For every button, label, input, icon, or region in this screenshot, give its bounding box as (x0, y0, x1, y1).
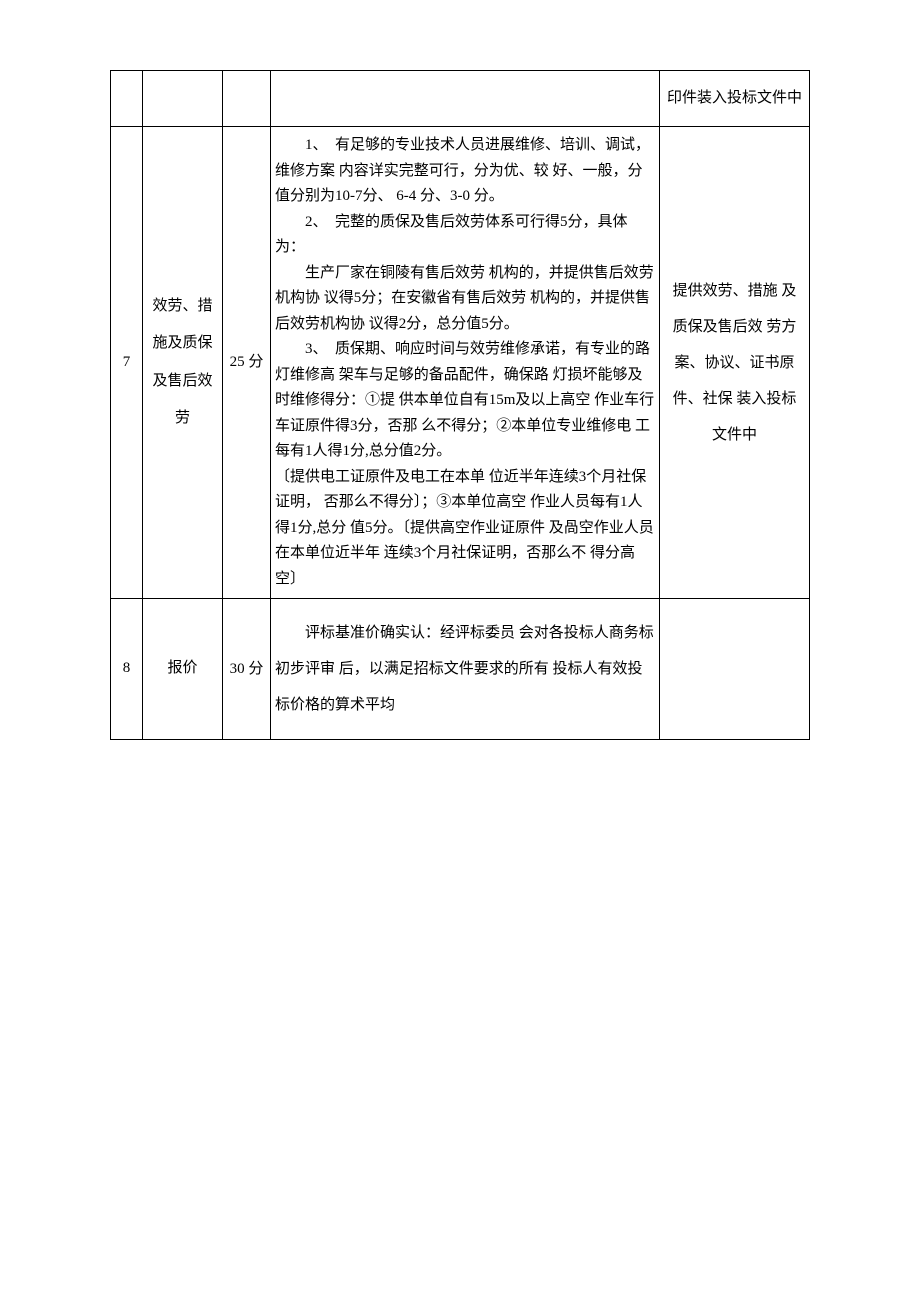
cell-name: 报价 (143, 599, 223, 740)
cell-note: 印件装入投标文件中 (660, 71, 810, 127)
cell-desc (271, 71, 660, 127)
cell-name (143, 71, 223, 127)
cell-idx: 8 (111, 599, 143, 740)
cell-desc: 1、 有足够的专业技术人员进展维修、培训、调试，维修方案 内容详实完整可行，分为… (271, 127, 660, 599)
desc-paragraph: 2、 完整的质保及售后效劳体系可行得5分，具体为： (275, 210, 655, 261)
table-row: 7 效劳、措施及质保及售后效劳 25 分 1、 有足够的专业技术人员进展维修、培… (111, 127, 810, 599)
desc-paragraph: 1、 有足够的专业技术人员进展维修、培训、调试，维修方案 内容详实完整可行，分为… (275, 133, 655, 210)
cell-note (660, 599, 810, 740)
desc-paragraph: 〔提供电工证原件及电工在本单 位近半年连续3个月社保证明， 否那么不得分〕；③本… (275, 465, 655, 593)
cell-desc: 评标基准价确实认：经评标委员 会对各投标人商务标初步评审 后，以满足招标文件要求… (271, 599, 660, 740)
cell-note: 提供效劳、措施 及质保及售后效 劳方案、协议、证书原件、社保 装入投标文件中 (660, 127, 810, 599)
cell-idx (111, 71, 143, 127)
cell-score: 30 分 (223, 599, 271, 740)
cell-name: 效劳、措施及质保及售后效劳 (143, 127, 223, 599)
cell-idx: 7 (111, 127, 143, 599)
table-row: 8 报价 30 分 评标基准价确实认：经评标委员 会对各投标人商务标初步评审 后… (111, 599, 810, 740)
evaluation-table: 印件装入投标文件中 7 效劳、措施及质保及售后效劳 25 分 1、 有足够的专业… (110, 70, 810, 740)
table-row: 印件装入投标文件中 (111, 71, 810, 127)
cell-score: 25 分 (223, 127, 271, 599)
desc-paragraph: 3、 质保期、响应时间与效劳维修承诺，有专业的路灯维修高 架车与足够的备品配件，… (275, 337, 655, 465)
desc-paragraph: 生产厂家在铜陵有售后效劳 机构的，并提供售后效劳机构协 议得5分；在安徽省有售后… (275, 261, 655, 338)
cell-score (223, 71, 271, 127)
